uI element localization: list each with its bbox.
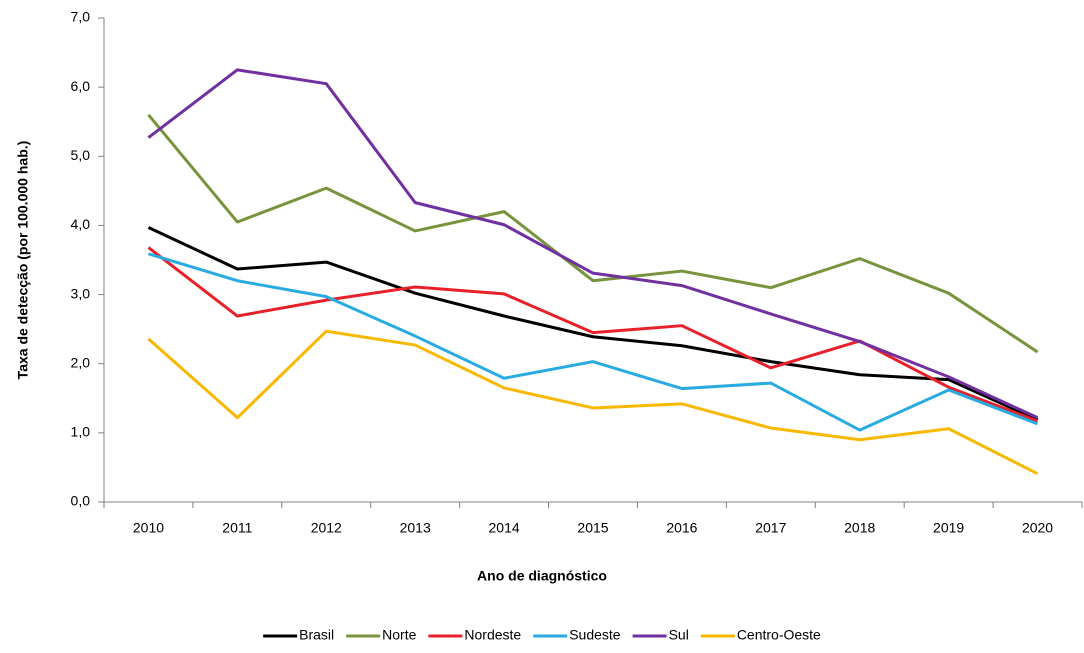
- x-tick-label: 2011: [222, 520, 252, 536]
- y-tick-label: 3,0: [71, 285, 91, 301]
- y-tick-label: 6,0: [71, 78, 91, 94]
- y-axis-title: Taxa de detecção (por 100.000 hab.): [15, 141, 31, 380]
- x-tick-label: 2016: [666, 520, 697, 536]
- series-line: [147, 68, 1039, 420]
- legend-label: Sul: [669, 627, 689, 643]
- x-tick-label: 2014: [489, 520, 520, 536]
- x-tick-label: 2020: [1022, 520, 1053, 536]
- x-tick-label: 2018: [844, 520, 875, 536]
- legend-label: Norte: [382, 627, 416, 643]
- legend-label: Centro-Oeste: [737, 627, 821, 643]
- series-line: [147, 226, 1039, 422]
- x-axis-title: Ano de diagnóstico: [477, 568, 607, 584]
- x-tick-label: 2015: [577, 520, 608, 536]
- y-tick-label: 1,0: [71, 424, 91, 440]
- x-tick-label: 2010: [133, 520, 164, 536]
- y-tick-label: 2,0: [71, 354, 91, 370]
- y-tick-label: 4,0: [71, 216, 91, 232]
- series-line: [147, 113, 1039, 354]
- y-tick-label: 0,0: [71, 493, 91, 509]
- x-tick-label: 2019: [933, 520, 964, 536]
- series-line: [148, 252, 1039, 432]
- series-line: [147, 246, 1039, 423]
- legend-label: Nordeste: [464, 627, 521, 643]
- x-tick-label: 2013: [400, 520, 431, 536]
- legend-label: Sudeste: [569, 627, 621, 643]
- x-tick-label: 2012: [311, 520, 342, 536]
- y-tick-label: 5,0: [71, 147, 91, 163]
- x-tick-label: 2017: [755, 520, 786, 536]
- legend-label: Brasil: [299, 627, 334, 643]
- series-line: [147, 329, 1039, 475]
- y-tick-label: 7,0: [71, 9, 91, 25]
